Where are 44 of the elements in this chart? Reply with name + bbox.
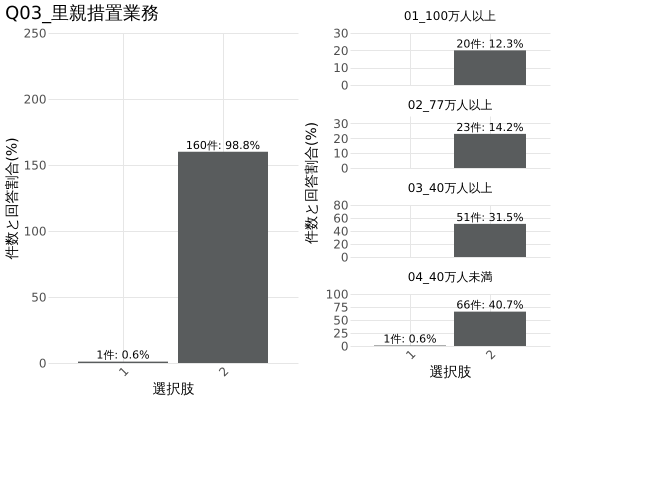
- y-tick-label: 10: [333, 61, 348, 76]
- y-tick-label: 0: [340, 78, 348, 92]
- y-tick-label: 0: [340, 340, 348, 354]
- chart-title: 02_77万人以上: [408, 98, 492, 112]
- y-axis-title: 件数と回答割合(%): [4, 137, 21, 260]
- y-tick-label: 25: [333, 326, 348, 340]
- chart-title: Q03_里親措置業務: [5, 3, 160, 24]
- y-tick-label: 20: [333, 44, 348, 58]
- y-tick-label: 75: [333, 300, 348, 314]
- data-label: 160件: 98.8%: [186, 138, 260, 152]
- y-tick-label: 100: [326, 288, 348, 302]
- data-label: 66件: 40.7%: [456, 298, 524, 312]
- y-tick-label: 20: [333, 238, 348, 252]
- chart-title: 03_40万人以上: [408, 181, 492, 195]
- y-axis-title: 件数と回答割合(%): [304, 122, 320, 244]
- data-label: 51件: 31.5%: [456, 210, 524, 224]
- x-tick-label: 2: [483, 347, 498, 362]
- chart-title: 01_100万人以上: [404, 9, 496, 23]
- y-tick-label: 30: [333, 26, 348, 40]
- y-tick-label: 50: [31, 290, 46, 304]
- y-tick-label: 100: [24, 224, 46, 238]
- y-tick-label: 40: [333, 224, 348, 238]
- y-tick-label: 10: [333, 146, 348, 161]
- y-tick-label: 30: [333, 116, 348, 131]
- x-tick-label: 2: [216, 364, 232, 380]
- data-label: 20件: 12.3%: [456, 37, 524, 50]
- data-label: 1件: 0.6%: [383, 332, 437, 346]
- y-tick-label: 0: [340, 250, 348, 264]
- data-label: 23件: 14.2%: [456, 120, 524, 134]
- y-tick-label: 50: [333, 314, 348, 328]
- y-tick-label: 150: [24, 158, 46, 172]
- y-tick-label: 80: [333, 198, 348, 212]
- data-label: 1件: 0.6%: [96, 348, 150, 362]
- y-tick-label: 0: [38, 356, 46, 370]
- y-tick-label: 250: [24, 26, 46, 40]
- chart-title: 04_40万人未満: [408, 270, 492, 284]
- y-tick-label: 60: [333, 212, 348, 226]
- x-tick-label: 1: [116, 364, 132, 380]
- x-axis-title: 選択肢: [152, 382, 194, 398]
- y-tick-label: 200: [24, 92, 46, 106]
- x-tick-label: 1: [403, 347, 418, 362]
- y-tick-label: 20: [333, 132, 348, 146]
- y-tick-label: 0: [340, 162, 348, 176]
- x-axis-title: 選択肢: [430, 364, 472, 381]
